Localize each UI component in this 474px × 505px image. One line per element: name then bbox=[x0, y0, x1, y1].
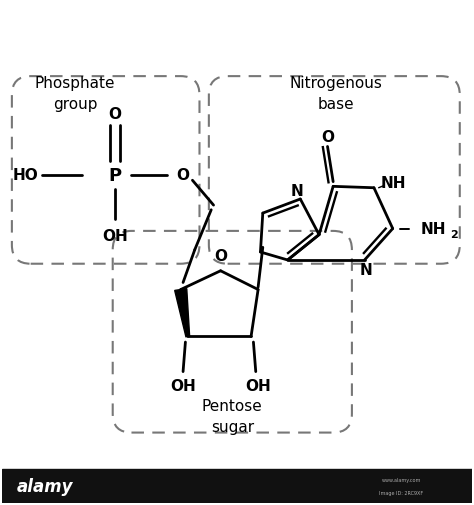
Text: Nitrogenous
base: Nitrogenous base bbox=[289, 75, 382, 111]
Text: O: O bbox=[321, 129, 334, 144]
Text: P: P bbox=[109, 166, 122, 184]
Text: www.alamy.com: www.alamy.com bbox=[382, 477, 421, 482]
Text: O: O bbox=[109, 107, 121, 122]
Text: OH: OH bbox=[170, 378, 196, 393]
Text: alamy: alamy bbox=[17, 477, 73, 495]
Polygon shape bbox=[175, 289, 190, 337]
Text: Pentose
sugar: Pentose sugar bbox=[202, 398, 263, 434]
Bar bbox=[2, 469, 472, 503]
Text: OH: OH bbox=[102, 229, 128, 243]
Text: Phosphate
group: Phosphate group bbox=[35, 75, 116, 111]
Text: OH: OH bbox=[245, 378, 271, 393]
Text: NH: NH bbox=[421, 222, 447, 236]
Text: O: O bbox=[176, 168, 190, 183]
Text: Image ID: 2RC9XF: Image ID: 2RC9XF bbox=[379, 490, 423, 495]
Text: 2: 2 bbox=[450, 230, 458, 240]
Text: O: O bbox=[214, 248, 227, 263]
Text: NH: NH bbox=[381, 175, 406, 190]
Text: HO: HO bbox=[13, 168, 39, 183]
Text: N: N bbox=[359, 262, 372, 277]
Text: N: N bbox=[291, 184, 303, 198]
